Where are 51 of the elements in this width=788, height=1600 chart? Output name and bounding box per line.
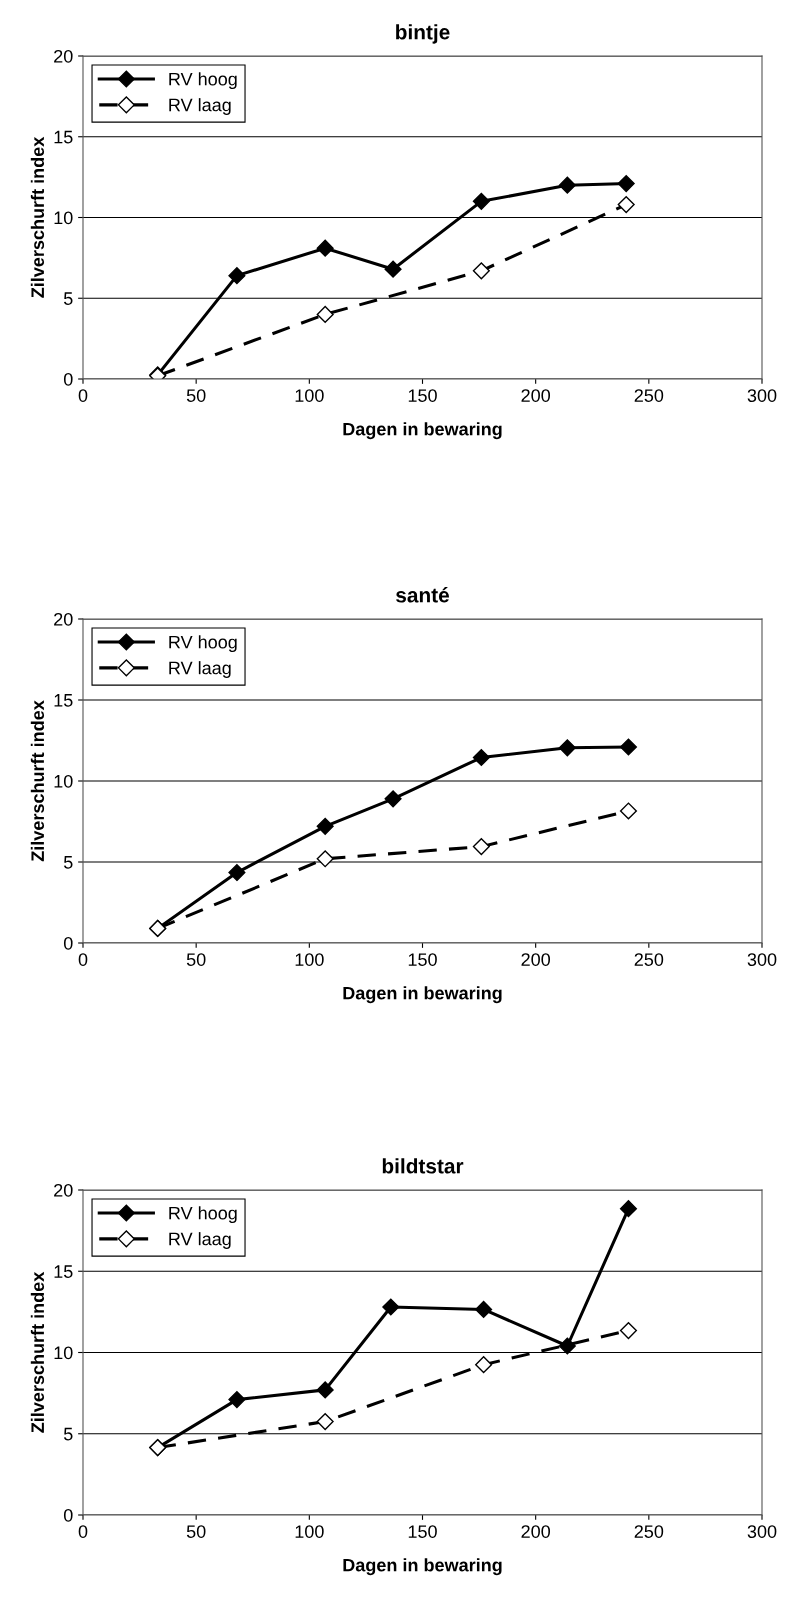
y-tick-label: 15 xyxy=(54,694,73,707)
x-tick-label: 50 xyxy=(186,953,206,966)
x-tick-label: 50 xyxy=(186,1525,206,1538)
y-tick-label: 10 xyxy=(54,774,73,788)
chart-title: bintje xyxy=(396,24,450,44)
y-tick-label: 20 xyxy=(54,612,73,626)
x-tick-label: 100 xyxy=(295,953,324,966)
legend-label: RV laag xyxy=(169,661,231,678)
x-tick-label: 150 xyxy=(408,1525,437,1538)
y-tick-label: 5 xyxy=(63,292,73,305)
x-tick-label: 300 xyxy=(747,953,777,966)
x-tick-label: 150 xyxy=(408,389,437,402)
x-tick-label: 200 xyxy=(521,953,551,966)
x-tick-label: 200 xyxy=(521,389,551,402)
x-tick-label: 250 xyxy=(634,1525,664,1538)
y-tick-label: 5 xyxy=(63,1427,73,1441)
x-tick-label: 150 xyxy=(408,953,437,966)
x-axis-title: Dagen in bewaring xyxy=(343,1558,502,1576)
y-axis-title: Zilverschurft index xyxy=(30,136,45,298)
x-tick-label: 300 xyxy=(747,389,777,402)
y-tick-label: 20 xyxy=(54,1183,73,1197)
y-tick-label: 0 xyxy=(63,936,73,950)
x-tick-label: 250 xyxy=(634,953,664,966)
legend-label: RV hoog xyxy=(169,72,237,90)
x-axis-title: Dagen in bewaring xyxy=(343,986,502,1004)
x-tick-label: 100 xyxy=(295,389,324,402)
y-tick-label: 20 xyxy=(54,49,73,63)
x-tick-label: 300 xyxy=(747,1525,777,1538)
chart-title: santé xyxy=(396,587,449,603)
chart-title: bildtstar xyxy=(382,1158,464,1174)
y-tick-label: 15 xyxy=(54,1265,73,1278)
y-tick-label: 5 xyxy=(63,856,73,869)
x-tick-label: 0 xyxy=(78,389,88,402)
x-tick-label: 200 xyxy=(521,1525,551,1538)
legend-label: RV laag xyxy=(169,1232,231,1249)
legend-label: RV laag xyxy=(169,98,231,115)
x-tick-label: 0 xyxy=(78,953,88,966)
x-tick-label: 50 xyxy=(186,389,206,402)
y-axis-title: Zilverschurft index xyxy=(30,700,45,862)
y-tick-label: 15 xyxy=(54,130,73,144)
legend-label: RV hoog xyxy=(169,1206,237,1224)
y-tick-label: 10 xyxy=(54,211,73,225)
legend-label: RV hoog xyxy=(169,635,237,653)
y-tick-label: 0 xyxy=(63,1508,73,1522)
x-tick-label: 0 xyxy=(78,1525,88,1538)
y-tick-label: 10 xyxy=(54,1346,73,1360)
x-tick-label: 250 xyxy=(634,389,664,402)
y-tick-label: 0 xyxy=(63,372,73,386)
x-axis-title: Dagen in bewaring xyxy=(343,422,502,440)
x-tick-label: 100 xyxy=(295,1525,324,1538)
y-axis-title: Zilverschurft index xyxy=(30,1271,45,1433)
